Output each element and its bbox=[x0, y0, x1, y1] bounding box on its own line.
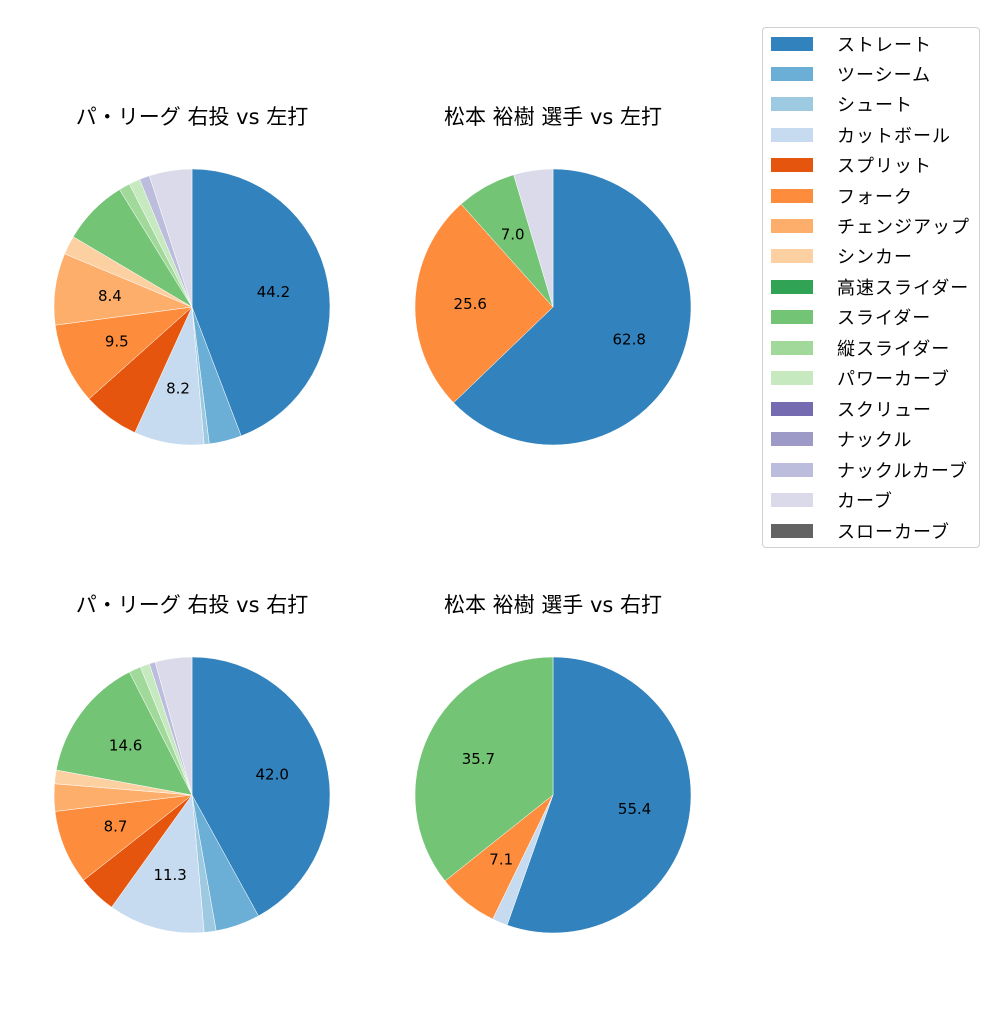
slice-label: 9.5 bbox=[105, 333, 129, 351]
slice-label: 42.0 bbox=[255, 765, 288, 783]
legend-item: パワーカーブ bbox=[771, 367, 950, 390]
legend-label: シュート bbox=[837, 95, 913, 116]
legend-label: カットボール bbox=[837, 126, 951, 147]
chart-title: パ・リーグ 右投 vs 左打 bbox=[75, 105, 309, 129]
chart-title: パ・リーグ 右投 vs 右打 bbox=[75, 593, 309, 617]
slice-label: 7.1 bbox=[489, 851, 513, 869]
legend-item: 高速スライダー bbox=[771, 276, 970, 299]
legend-swatch bbox=[771, 67, 813, 81]
legend-item: スプリット bbox=[771, 154, 932, 177]
legend-swatch bbox=[771, 402, 813, 416]
legend: ストレート ツーシーム シュート カットボール スプリット フォーク チェンジア… bbox=[762, 27, 980, 548]
pie-slice bbox=[414, 656, 554, 882]
legend-label: ストレート bbox=[837, 35, 932, 56]
pie-svg: 55.4 7.1 35.7 bbox=[414, 656, 692, 934]
pie-chart-matsumoto-vs-left: 松本 裕樹 選手 vs 左打 62.8 25.6 7.0 bbox=[393, 102, 713, 522]
legend-label: フォーク bbox=[837, 187, 913, 208]
legend-swatch bbox=[771, 37, 813, 51]
legend-swatch bbox=[771, 128, 813, 142]
slice-label: 7.0 bbox=[501, 226, 525, 244]
pie-chart-league-vs-right: パ・リーグ 右投 vs 右打 42.0 11.3 8.7 14.6 bbox=[32, 590, 352, 1010]
pie-slice bbox=[149, 168, 193, 308]
pie-slice bbox=[111, 794, 205, 934]
legend-item: スクリュー bbox=[771, 398, 932, 421]
legend-label: スライダー bbox=[837, 308, 932, 329]
legend-swatch bbox=[771, 524, 813, 538]
slice-label: 44.2 bbox=[257, 283, 290, 301]
slice-label: 11.3 bbox=[153, 866, 186, 884]
legend-item: ナックル bbox=[771, 428, 913, 451]
legend-item: ナックルカーブ bbox=[771, 459, 968, 482]
legend-label: シンカー bbox=[837, 247, 913, 268]
pie-chart-matsumoto-vs-right: 松本 裕樹 選手 vs 右打 55.4 7.1 35.7 bbox=[393, 590, 713, 1010]
legend-label: スローカーブ bbox=[837, 522, 950, 543]
legend-swatch bbox=[771, 493, 813, 507]
legend-item: シュート bbox=[771, 93, 913, 116]
legend-label: チェンジアップ bbox=[837, 217, 970, 238]
legend-label: ナックル bbox=[837, 430, 913, 451]
legend-label: カーブ bbox=[837, 491, 893, 512]
legend-label: 縦スライダー bbox=[837, 339, 951, 360]
legend-swatch bbox=[771, 249, 813, 263]
pie-slice bbox=[191, 168, 331, 437]
legend-item: シンカー bbox=[771, 245, 913, 268]
pie-slice bbox=[191, 656, 331, 917]
pie-svg: 62.8 25.6 7.0 bbox=[414, 168, 692, 446]
legend-swatch bbox=[771, 97, 813, 111]
legend-label: 高速スライダー bbox=[837, 278, 970, 299]
legend-swatch bbox=[771, 158, 813, 172]
legend-label: パワーカーブ bbox=[837, 369, 950, 390]
legend-item: スライダー bbox=[771, 306, 932, 329]
legend-swatch bbox=[771, 463, 813, 477]
legend-item: 縦スライダー bbox=[771, 337, 951, 360]
chart-title: 松本 裕樹 選手 vs 左打 bbox=[443, 105, 663, 129]
legend-item: ツーシーム bbox=[771, 63, 932, 86]
pie-slice bbox=[54, 306, 193, 400]
legend-item: スローカーブ bbox=[771, 520, 950, 543]
legend-swatch bbox=[771, 280, 813, 294]
slice-label: 35.7 bbox=[462, 750, 495, 768]
legend-swatch bbox=[771, 371, 813, 385]
legend-label: ツーシーム bbox=[837, 65, 932, 86]
pie-slice bbox=[414, 203, 554, 404]
slice-label: 8.2 bbox=[166, 380, 190, 398]
pie-svg: 42.0 11.3 8.7 14.6 bbox=[53, 656, 331, 934]
legend-swatch bbox=[771, 341, 813, 355]
slice-label: 8.7 bbox=[104, 818, 128, 836]
legend-label: ナックルカーブ bbox=[837, 461, 968, 482]
pie-slice bbox=[154, 656, 193, 796]
legend-label: スプリット bbox=[837, 156, 932, 177]
slice-label: 62.8 bbox=[612, 330, 645, 348]
pie-chart-league-vs-left: パ・リーグ 右投 vs 左打 44.2 8.2 9.5 8.4 bbox=[32, 102, 352, 522]
pie-slice bbox=[55, 671, 193, 796]
legend-item: フォーク bbox=[771, 185, 913, 208]
slice-label: 14.6 bbox=[109, 736, 142, 754]
legend-swatch bbox=[771, 189, 813, 203]
legend-item: カーブ bbox=[771, 489, 893, 512]
legend-item: チェンジアップ bbox=[771, 215, 970, 238]
slice-label: 25.6 bbox=[454, 295, 487, 313]
pie-slice bbox=[453, 168, 692, 446]
slice-label: 8.4 bbox=[98, 287, 122, 305]
legend-swatch bbox=[771, 432, 813, 446]
slice-label: 55.4 bbox=[618, 800, 651, 818]
legend-item: ストレート bbox=[771, 33, 932, 56]
chart-title: 松本 裕樹 選手 vs 右打 bbox=[443, 593, 663, 617]
legend-item: カットボール bbox=[771, 124, 951, 147]
pie-svg: 44.2 8.2 9.5 8.4 bbox=[53, 168, 331, 446]
legend-swatch bbox=[771, 310, 813, 324]
legend-swatch bbox=[771, 219, 813, 233]
pie-slice bbox=[513, 168, 554, 308]
legend-label: スクリュー bbox=[837, 400, 932, 421]
